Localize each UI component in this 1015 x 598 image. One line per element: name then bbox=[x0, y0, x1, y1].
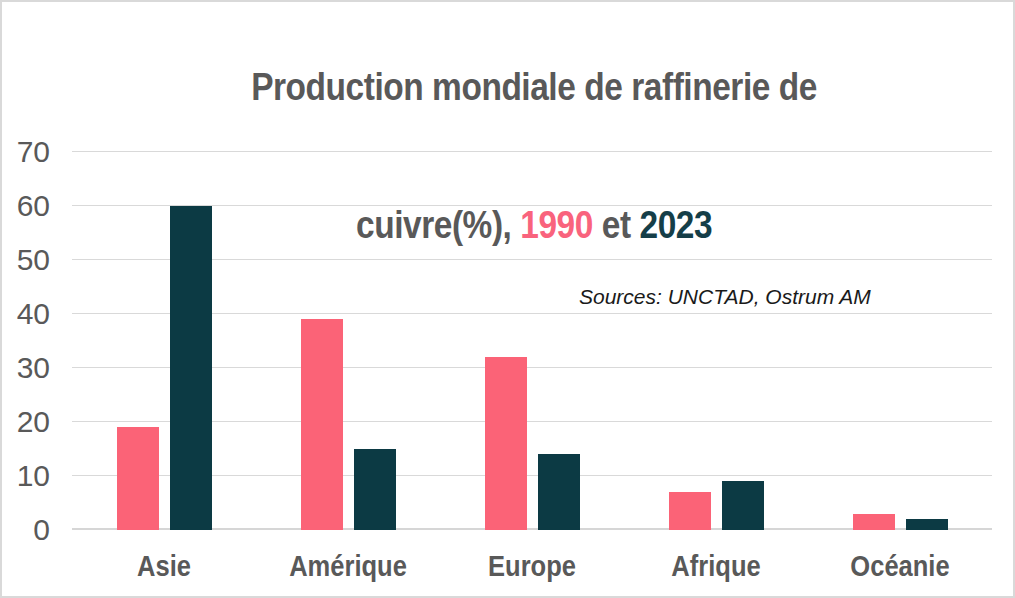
y-tick-label: 30 bbox=[4, 352, 50, 384]
category-label-asie: Asie bbox=[83, 550, 245, 583]
bar-1990-asie bbox=[117, 427, 159, 530]
category-label-océanie: Océanie bbox=[819, 550, 981, 583]
y-tick-label: 0 bbox=[4, 514, 50, 546]
category-label-europe: Europe bbox=[451, 550, 613, 583]
category-label-amérique: Amérique bbox=[267, 550, 429, 583]
bar-2023-europe bbox=[538, 454, 580, 530]
bar-1990-europe bbox=[485, 357, 527, 530]
bar-2023-amérique bbox=[354, 449, 396, 530]
y-tick-label: 60 bbox=[4, 190, 50, 222]
plot-area bbox=[72, 152, 992, 530]
category-label-afrique: Afrique bbox=[635, 550, 797, 583]
chart-card: Production mondiale de raffinerie de cui… bbox=[0, 0, 1015, 598]
y-tick-label: 50 bbox=[4, 244, 50, 276]
y-tick-label: 70 bbox=[4, 136, 50, 168]
y-tick-label: 40 bbox=[4, 298, 50, 330]
bar-1990-amérique bbox=[301, 319, 343, 530]
bar-2023-afrique bbox=[722, 481, 764, 530]
gridline bbox=[72, 151, 992, 152]
bar-2023-océanie bbox=[906, 519, 948, 530]
y-tick-label: 10 bbox=[4, 460, 50, 492]
bar-1990-océanie bbox=[853, 514, 895, 530]
bar-1990-afrique bbox=[669, 492, 711, 530]
sources-annotation: Sources: UNCTAD, Ostrum AM bbox=[579, 285, 871, 309]
chart-title-line1: Production mondiale de raffinerie de bbox=[63, 18, 953, 156]
title-text-line1: Production mondiale de raffinerie de bbox=[251, 66, 817, 108]
y-tick-label: 20 bbox=[4, 406, 50, 438]
bar-2023-asie bbox=[170, 206, 212, 530]
